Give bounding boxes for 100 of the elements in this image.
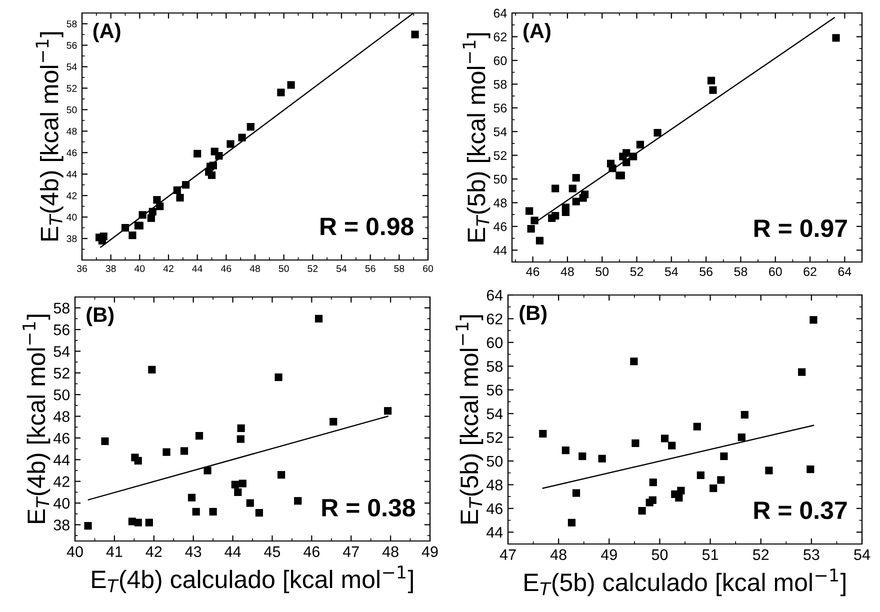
point — [294, 497, 302, 505]
point — [145, 518, 153, 526]
y-tick-label: 44 — [486, 527, 503, 538]
y-tick-label: 62 — [486, 314, 502, 324]
y-tick-label: 48 — [486, 480, 502, 490]
x-tick-label: 58 — [394, 265, 404, 272]
x-tick-label: 49 — [601, 549, 617, 560]
point — [195, 432, 204, 440]
point — [138, 211, 146, 219]
y-tick-label: 58 — [54, 302, 70, 314]
y-tick-label: 40 — [54, 498, 70, 509]
y-tick-label: 46 — [486, 503, 502, 514]
x-tick-label: 42 — [146, 546, 162, 557]
y-tick-label: 52 — [66, 84, 77, 92]
point — [710, 484, 718, 492]
point — [134, 456, 142, 465]
point — [832, 34, 840, 42]
y-tick-label: 52 — [54, 368, 70, 379]
point — [180, 447, 188, 455]
point — [162, 448, 170, 456]
x-tick-label: 62 — [804, 267, 816, 276]
y-tick-label: 54 — [486, 408, 503, 420]
point — [238, 480, 246, 488]
x-tick-label: 54 — [664, 267, 678, 276]
point — [246, 499, 254, 507]
point — [675, 494, 683, 502]
y-tick-label: 56 — [486, 384, 502, 396]
y-axis-title: E$_{T}$(5b) [kcal mol$^{−1}$] — [456, 315, 484, 524]
y-axis-title: E$_{T}$(4b) [kcal mol$^{−1}$] — [36, 32, 64, 240]
point — [568, 184, 576, 192]
y-axis-title: E$_{T}$(4b) [kcal mol$^{−1}$] — [22, 314, 50, 523]
x-tick-label: 41 — [106, 546, 122, 557]
point — [101, 437, 109, 446]
y-tick-label: 38 — [54, 520, 70, 530]
point — [176, 194, 184, 202]
point — [720, 452, 728, 460]
x-tick-label: 45 — [264, 546, 280, 558]
y-tick-label: 60 — [494, 56, 507, 66]
x-tick-label: 50 — [596, 267, 609, 276]
point — [100, 232, 108, 240]
y-tick-label: 42 — [66, 192, 77, 200]
point — [562, 446, 570, 454]
y-tick-label: 48 — [66, 128, 77, 135]
point — [215, 152, 223, 160]
annotation: (A) — [524, 22, 550, 42]
y-tick-label: 62 — [494, 32, 507, 42]
point — [277, 471, 286, 479]
point — [707, 76, 716, 84]
point — [660, 434, 669, 442]
point — [649, 478, 657, 486]
point — [622, 149, 630, 157]
y-tick-label: 58 — [486, 361, 502, 372]
point — [236, 435, 244, 443]
x-tick-label: 52 — [630, 267, 644, 276]
y-tick-label: 52 — [494, 151, 507, 160]
point — [598, 454, 606, 462]
y-tick-label: 50 — [66, 106, 77, 114]
annotation: R = 0.97 — [754, 219, 847, 238]
y-tick-label: 44 — [54, 454, 70, 466]
annotation: R = 0.38 — [322, 498, 416, 517]
point — [530, 216, 538, 224]
x-tick-label: 48 — [550, 549, 566, 560]
point — [572, 489, 580, 497]
y-tick-label: 56 — [54, 324, 70, 336]
x-tick-label: 40 — [134, 265, 145, 272]
point — [226, 140, 234, 148]
x-tick-label: 56 — [365, 265, 376, 272]
point — [192, 508, 200, 516]
point — [693, 422, 701, 430]
x-tick-label: 47 — [342, 546, 359, 557]
point — [330, 418, 338, 426]
point — [552, 212, 560, 220]
point — [153, 196, 161, 204]
x-axis-title: E$_{T}$(4b) calculado [kcal mol$^{−1}$] — [92, 566, 413, 594]
point — [274, 373, 282, 382]
x-tick-label: 38 — [106, 265, 116, 272]
y-tick-label: 56 — [66, 42, 77, 49]
point — [182, 181, 190, 189]
y-tick-label: 48 — [54, 411, 70, 422]
point — [277, 88, 285, 96]
point — [636, 140, 644, 148]
y-tick-label: 44 — [494, 246, 507, 255]
x-tick-label: 52 — [752, 549, 769, 560]
point — [194, 150, 202, 158]
y-tick-label: 54 — [494, 128, 507, 136]
y-tick-label: 38 — [66, 235, 77, 242]
point — [287, 81, 295, 89]
point — [629, 152, 638, 160]
y-tick-label: 52 — [486, 432, 502, 443]
point — [527, 224, 535, 233]
x-tick-label: 54 — [854, 549, 870, 560]
point — [314, 314, 323, 322]
point — [677, 486, 685, 494]
point — [156, 202, 164, 210]
point — [188, 494, 196, 502]
point — [572, 198, 580, 206]
point — [84, 522, 92, 530]
point — [208, 171, 216, 179]
y-tick-label: 46 — [54, 432, 70, 444]
point — [798, 368, 806, 376]
